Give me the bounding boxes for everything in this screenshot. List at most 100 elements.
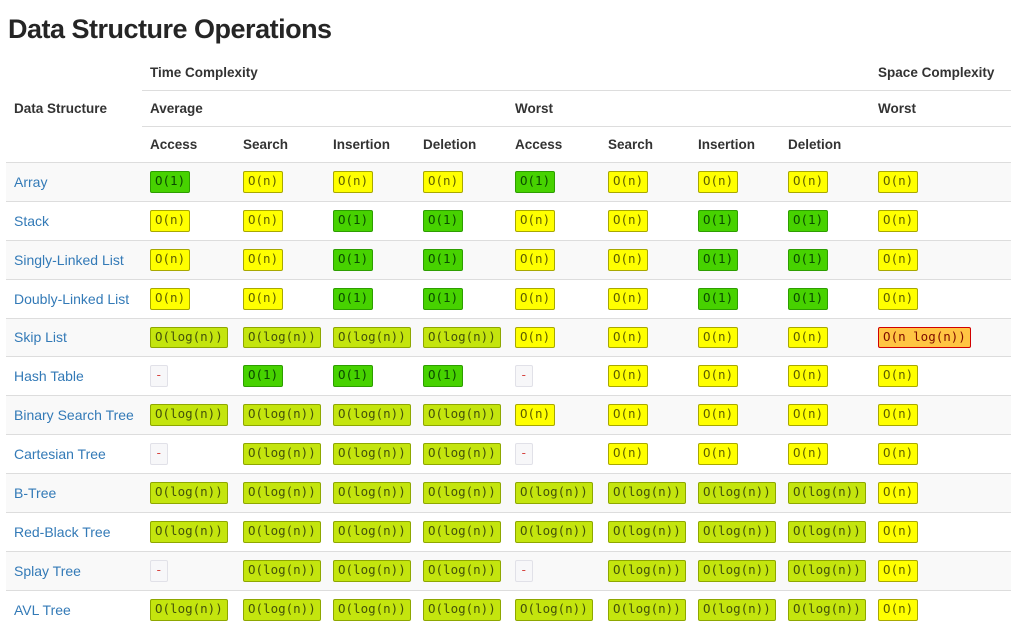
complexity-cell: O(log(n)) (690, 589, 780, 629)
complexity-cell: O(log(n)) (142, 317, 235, 357)
complexity-cell: O(log(n)) (235, 317, 325, 357)
complexity-badge-fair: O(n) (608, 248, 649, 271)
complexity-badge-fair: O(n) (698, 326, 739, 349)
complexity-cell: O(n) (780, 395, 871, 435)
table-row: Splay Tree - O(log(n)) O(log(n)) O(log(n)) - O… (6, 550, 1011, 591)
table-row: Stack O(n) O(n) O(1) O(1) O(n) O(n) O(1) O(1) O(n… (6, 200, 1011, 241)
data-structure-link[interactable]: Hash Table (14, 368, 84, 385)
header-space-worst: Worst (870, 90, 1011, 127)
complexity-cell: O(n) (870, 395, 1011, 435)
complexity-cell: O(1) (690, 200, 780, 241)
data-structure-link[interactable]: AVL Tree (14, 601, 71, 618)
complexity-cell: - (507, 550, 600, 591)
data-structure-link[interactable]: B-Tree (14, 484, 57, 501)
complexity-badge-fair: O(n) (878, 482, 919, 504)
data-structure-cell: Cartesian Tree (6, 434, 142, 474)
header-worst: Worst (507, 90, 871, 127)
complexity-badge-fair: O(n) (150, 287, 191, 310)
complexity-badge-fair: O(n) (878, 209, 919, 232)
data-structure-link[interactable]: Binary Search Tree (14, 407, 134, 424)
complexity-cell: O(log(n)) (325, 550, 415, 591)
complexity-badge-good: O(log(n)) (515, 520, 593, 543)
page: Data Structure Operations Data Structure… (0, 14, 1017, 629)
complexity-badge-good: O(log(n)) (243, 443, 321, 465)
data-structure-cell: Hash Table (6, 356, 142, 396)
header-avg-deletion: Deletion (415, 126, 507, 163)
data-structure-link[interactable]: Array (14, 173, 48, 190)
complexity-cell: O(n) (870, 511, 1011, 552)
complexity-cell: O(n) (600, 239, 690, 280)
complexity-badge-excellent: O(1) (333, 365, 374, 388)
complexity-badge-good: O(log(n)) (698, 598, 776, 621)
complexity-cell: O(n) (870, 550, 1011, 591)
complexity-badge-na: - (150, 365, 168, 388)
complexity-cell: O(n) (325, 162, 415, 202)
complexity-cell: O(n) (507, 278, 600, 318)
complexity-cell: - (507, 434, 600, 474)
header-data-structure: Data Structure (6, 55, 142, 163)
complexity-badge-good: O(log(n)) (243, 326, 321, 349)
data-structure-cell: Red-Black Tree (6, 511, 142, 552)
header-space-empty (870, 126, 1011, 163)
complexity-cell: O(n) (415, 162, 507, 202)
complexity-cell: O(1) (142, 162, 235, 202)
complexity-cell: O(1) (325, 356, 415, 396)
complexity-cell: O(log(n)) (325, 511, 415, 552)
complexity-badge-good: O(log(n)) (333, 404, 411, 427)
complexity-badge-na: - (150, 443, 168, 465)
header-worst-deletion: Deletion (780, 126, 871, 163)
table-row: Singly-Linked List O(n) O(n) O(1) O(1) O(n) O(… (6, 239, 1011, 280)
complexity-badge-good: O(log(n)) (243, 482, 321, 504)
complexity-badge-good: O(log(n)) (608, 482, 686, 504)
complexity-cell: O(n) (235, 162, 325, 202)
complexity-cell: O(n) (870, 162, 1011, 202)
table-row: Cartesian Tree - O(log(n)) O(log(n)) O(log(n… (6, 434, 1011, 474)
complexity-badge-good: O(log(n)) (698, 559, 776, 582)
complexity-badge-fair: O(n) (515, 404, 556, 427)
data-structure-link[interactable]: Stack (14, 212, 50, 229)
complexity-badge-fair: O(n) (515, 248, 556, 271)
data-structure-link[interactable]: Red-Black Tree (14, 523, 111, 540)
complexity-badge-na: - (515, 559, 533, 582)
complexity-cell: O(1) (415, 278, 507, 318)
complexity-badge-good: O(log(n)) (788, 598, 866, 621)
complexity-badge-fair: O(n) (878, 520, 919, 543)
complexity-cell: O(n) (690, 434, 780, 474)
complexity-cell: O(n) (870, 200, 1011, 241)
complexity-badge-excellent: O(1) (423, 287, 464, 310)
complexity-cell: - (142, 434, 235, 474)
complexity-badge-fair: O(n) (878, 287, 919, 310)
complexity-badge-excellent: O(1) (333, 209, 374, 232)
complexity-badge-fair: O(n) (698, 365, 739, 388)
complexity-badge-fair: O(n) (243, 171, 284, 193)
data-structure-link[interactable]: Cartesian Tree (14, 446, 106, 463)
complexity-badge-good: O(log(n)) (243, 598, 321, 621)
complexity-badge-fair: O(n) (243, 248, 284, 271)
complexity-badge-good: O(log(n)) (698, 482, 776, 504)
complexity-cell: O(1) (415, 356, 507, 396)
header-average: Average (142, 90, 507, 127)
complexity-cell: O(log(n)) (325, 473, 415, 513)
complexity-badge-fair: O(n) (788, 326, 829, 349)
complexity-badge-fair: O(n) (788, 171, 829, 193)
complexity-badge-fair: O(n) (150, 209, 191, 232)
complexity-badge-good: O(log(n)) (515, 482, 593, 504)
table-row: Doubly-Linked List O(n) O(n) O(1) O(1) O(n) O(… (6, 278, 1011, 318)
data-structure-link[interactable]: Singly-Linked List (14, 251, 124, 268)
data-structure-link[interactable]: Doubly-Linked List (14, 290, 130, 307)
complexity-badge-fair: O(n) (515, 209, 556, 232)
table-row: B-Tree O(log(n)) O(log(n)) O(log(n)) O(log(n… (6, 473, 1011, 513)
header-row-case: Average Worst Worst (6, 90, 1011, 127)
complexity-badge-na: - (515, 443, 533, 465)
data-structure-link[interactable]: Skip List (14, 329, 67, 346)
complexity-badge-fair: O(n) (515, 287, 556, 310)
complexity-badge-good: O(log(n)) (150, 482, 228, 504)
complexity-cell: O(n) (870, 473, 1011, 513)
complexity-badge-fair: O(n) (878, 443, 919, 465)
complexity-badge-fair: O(n) (150, 248, 191, 271)
complexity-cell: O(log(n)) (235, 589, 325, 629)
complexity-cell: O(log(n)) (780, 511, 871, 552)
data-structure-link[interactable]: Splay Tree (14, 562, 81, 579)
header-avg-access: Access (142, 126, 235, 163)
complexity-badge-excellent: O(1) (698, 287, 739, 310)
